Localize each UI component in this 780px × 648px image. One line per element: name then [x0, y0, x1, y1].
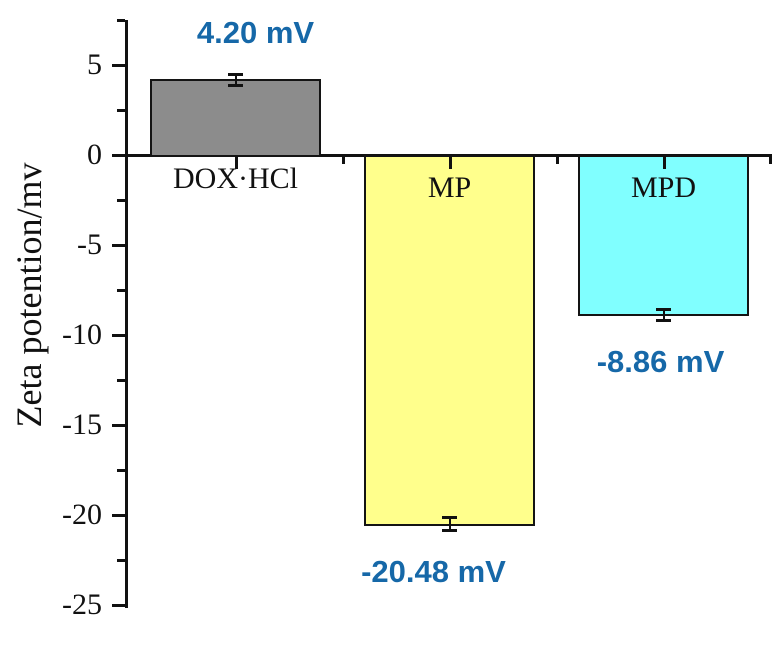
x-minor-tick	[341, 156, 345, 164]
y-minor-tick	[117, 199, 125, 202]
y-minor-tick	[117, 469, 125, 472]
bar-dox-hcl	[150, 79, 321, 157]
error-bar-cap-bottom-mp	[442, 528, 457, 532]
error-bar-cap-top-mpd	[656, 308, 671, 312]
error-bar-cap-bottom-dox-hcl	[228, 83, 243, 87]
x-minor-tick	[555, 156, 559, 164]
y-major-tick	[112, 334, 125, 337]
error-bar-line-dox-hcl	[234, 74, 237, 85]
error-bar-line-mp	[448, 517, 451, 530]
x-minor-tick	[769, 156, 772, 164]
error-bar-cap-bottom-mpd	[656, 318, 671, 322]
y-minor-tick	[117, 109, 125, 112]
value-label-mp: -20.48 mV	[361, 553, 506, 589]
y-major-tick	[112, 154, 125, 157]
error-bar-cap-top-mp	[442, 516, 457, 520]
y-minor-tick	[117, 379, 125, 382]
y-tick-label: 5	[87, 48, 102, 81]
y-major-tick	[112, 514, 125, 517]
x-major-tick-mp	[448, 156, 452, 169]
y-tick-label: -5	[77, 228, 102, 261]
y-major-tick	[112, 64, 125, 67]
y-tick-label: -20	[62, 498, 102, 531]
y-tick-label: -15	[62, 408, 102, 441]
y-tick-label: -25	[62, 588, 102, 621]
value-label-dox-hcl: 4.20 mV	[196, 15, 315, 51]
x-major-tick-mpd	[662, 156, 666, 169]
y-minor-tick	[117, 559, 125, 562]
y-axis-line	[125, 20, 128, 608]
category-label-mp: MP	[427, 171, 472, 204]
y-tick-label: -10	[62, 318, 102, 351]
y-major-tick	[112, 604, 125, 607]
y-tick-label: 0	[87, 138, 102, 171]
category-label-mpd: MPD	[630, 171, 697, 204]
error-bar-cap-top-dox-hcl	[228, 73, 243, 76]
bar-mpd	[578, 155, 749, 317]
y-major-tick	[112, 424, 125, 427]
y-minor-tick	[117, 289, 125, 292]
y-minor-tick	[117, 19, 125, 22]
x-major-tick-dox-hcl	[234, 156, 238, 169]
y-major-tick	[112, 244, 125, 247]
error-bar-line-mpd	[662, 309, 665, 320]
bar-mp	[364, 155, 535, 526]
value-label-mpd: -8.86 mV	[596, 344, 725, 380]
